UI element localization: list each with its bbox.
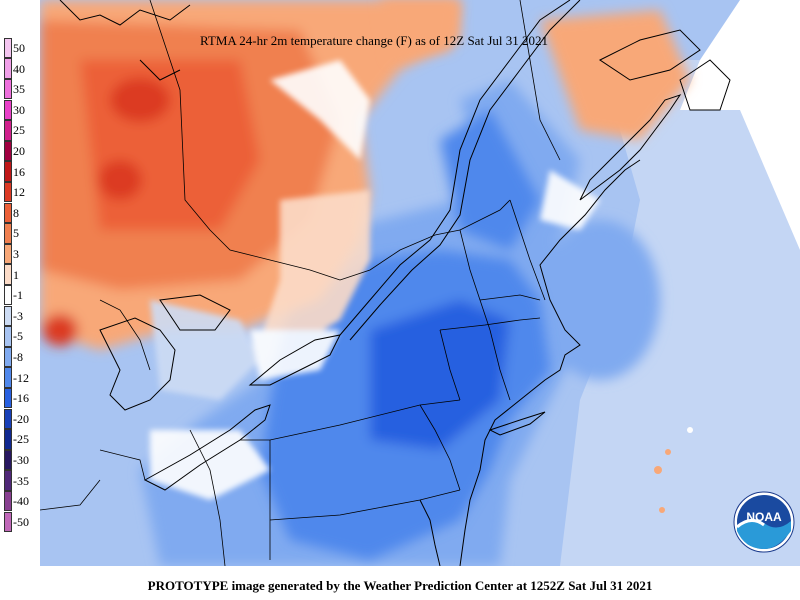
legend-swatch xyxy=(4,140,12,162)
legend-swatch xyxy=(4,264,12,285)
political-borders xyxy=(40,0,561,566)
legend-label: 25 xyxy=(13,123,25,138)
east-ocean xyxy=(560,60,800,566)
legend-label: -25 xyxy=(13,432,29,447)
map-title: RTMA 24-hr 2m temperature change (F) as … xyxy=(200,33,548,48)
legend-swatch xyxy=(4,449,12,471)
legend-label: -50 xyxy=(13,514,29,529)
legend-label: 3 xyxy=(13,247,19,261)
legend-swatch xyxy=(4,202,12,224)
coastlines xyxy=(59,0,731,566)
legend-label: 12 xyxy=(13,185,25,200)
legend-label: 5 xyxy=(13,226,19,241)
legend-label: 30 xyxy=(13,102,25,117)
legend-swatch xyxy=(4,305,12,327)
legend-label: 1 xyxy=(13,267,19,282)
legend-swatch xyxy=(4,408,12,430)
map: RTMA 24-hr 2m temperature change (F) as … xyxy=(40,0,800,566)
legend-label: -40 xyxy=(13,494,29,509)
legend-swatch xyxy=(4,223,12,244)
legend-label: -12 xyxy=(13,370,29,385)
legend-label: -5 xyxy=(13,329,23,344)
legend-label: -8 xyxy=(13,350,23,364)
legend-label: -16 xyxy=(13,391,29,406)
legend-label: 8 xyxy=(13,205,19,220)
noaa-logo-text: NOAA xyxy=(746,510,782,524)
legend-label: -35 xyxy=(13,473,29,488)
footer-caption: PROTOTYPE image generated by the Weather… xyxy=(147,578,653,593)
legend-swatch xyxy=(4,58,12,79)
legend-swatch xyxy=(4,120,12,141)
noaa-logo: NOAA xyxy=(733,491,795,553)
legend-swatch xyxy=(4,346,12,368)
legend-label: 40 xyxy=(13,61,25,76)
legend-swatch xyxy=(4,490,12,512)
legend-label: -1 xyxy=(13,288,23,303)
legend-label: -20 xyxy=(13,411,29,426)
legend-label: 16 xyxy=(13,164,25,179)
legend-swatch xyxy=(4,181,12,203)
legend-label: -30 xyxy=(13,453,29,467)
legend-swatch xyxy=(4,37,12,59)
legend-swatch xyxy=(4,99,12,121)
legend-swatch xyxy=(4,161,12,182)
legend-swatch xyxy=(4,387,12,409)
legend-swatch xyxy=(4,326,12,347)
legend-label: 20 xyxy=(13,144,25,158)
legend-swatch xyxy=(4,470,12,491)
legend-swatch xyxy=(4,243,12,265)
legend-swatch xyxy=(4,78,12,100)
legend-label: 50 xyxy=(13,41,25,55)
legend-swatch xyxy=(4,367,12,388)
legend-swatch xyxy=(4,511,12,533)
color-legend: 50 40 35 30 25 20 16 12 8 5 3 1 -1 -3 -5 -8 -12 -16 -20 -25… xyxy=(0,0,40,566)
legend-swatch xyxy=(4,429,12,450)
legend-swatch xyxy=(4,284,12,306)
legend-label: -3 xyxy=(13,308,23,323)
legend-label: 35 xyxy=(13,82,25,97)
nodata-corner xyxy=(680,0,800,250)
